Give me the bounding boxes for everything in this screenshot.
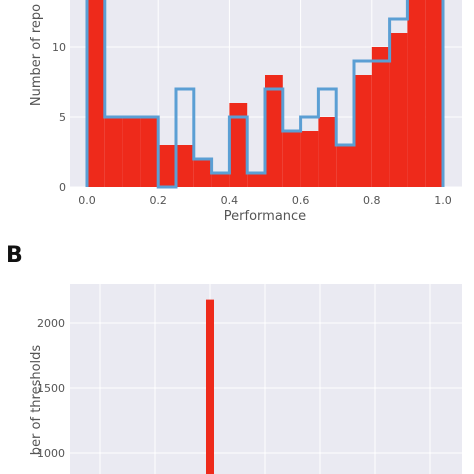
y-axis-label-a: Number of repo [29,4,44,106]
y-tick-label: 10 [52,41,66,54]
bar [318,117,337,187]
bars-b [206,299,214,474]
y-tick-label: 5 [59,111,66,124]
bar [282,131,301,187]
bar [265,75,283,187]
bar [425,0,443,187]
panel-b: B 1000 1500 2000 ber of thresholds [6,243,462,474]
bar [140,117,159,187]
panel-letter-b: B [6,243,23,268]
x-tick-label: 1.0 [434,194,452,207]
bar [211,173,230,187]
bar [336,145,354,187]
bar [407,0,426,187]
x-tick-label: 0.2 [149,194,167,207]
bar [354,75,372,187]
x-tick-label: 0.0 [78,194,96,207]
x-axis-label-a: Performance [224,209,306,224]
y-tick-label: 1000 [37,447,65,460]
y-tick-label: 2000 [37,317,65,330]
bar [176,145,194,187]
y-axis-label-b: ber of thresholds [29,345,44,456]
bar [87,0,105,187]
bar [300,131,319,187]
plot-area-b [70,284,462,474]
x-tick-label: 0.6 [292,194,310,207]
bar [389,33,408,187]
bar [158,145,176,187]
bar [206,299,214,474]
bars-a [87,0,443,187]
y-tick-label: 0 [59,181,66,194]
bar [247,173,265,187]
bar [371,47,390,187]
ticks-b: 1000 1500 2000 [37,317,65,460]
y-tick-label: 1500 [37,382,65,395]
bar [122,117,141,187]
bar [193,159,212,187]
ticks-a: 0.00.20.40.60.81.00510152025 [52,41,452,207]
bar [104,117,123,187]
x-tick-label: 0.4 [221,194,239,207]
panel-a: 0.00.20.40.60.81.00510152025 Performance… [29,0,462,224]
x-tick-label: 0.8 [363,194,381,207]
bar [229,103,248,187]
step-series-a [85,0,445,189]
